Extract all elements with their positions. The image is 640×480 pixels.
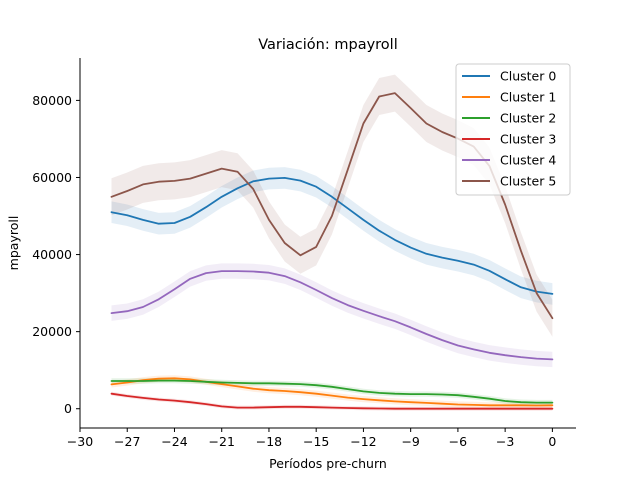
x-tick-label: −15 — [303, 434, 329, 449]
legend: Cluster 0 Cluster 1 Cluster 2 Cluster 3 Clus… — [455, 63, 571, 196]
x-axis-ticks: −30 −27 −24 −21 −18 −15 −12 −9 −6 −3 0 — [67, 428, 556, 449]
x-tick-label: −24 — [161, 434, 187, 449]
legend-label-cluster-4: Cluster 4 — [500, 153, 556, 168]
cluster-5-band — [111, 74, 553, 337]
cluster-1-line — [110, 377, 554, 407]
cluster-3-line — [110, 392, 554, 410]
legend-label-cluster-2: Cluster 2 — [500, 111, 556, 126]
chart-title: Variación: mpayroll — [258, 37, 397, 53]
legend-label-cluster-5: Cluster 5 — [500, 174, 556, 189]
cluster-0-band — [111, 167, 553, 305]
cluster-0-line — [110, 176, 554, 295]
x-tick-label: −27 — [114, 434, 140, 449]
x-axis-label: Períodos pre-churn — [269, 456, 387, 471]
y-tick-label: 0 — [64, 401, 72, 416]
series-lines — [110, 92, 554, 410]
y-tick-label: 80000 — [32, 93, 72, 108]
x-tick-label: −6 — [449, 434, 467, 449]
x-tick-label: −3 — [496, 434, 514, 449]
cluster-2-line — [110, 379, 554, 404]
y-tick-label: 20000 — [32, 324, 72, 339]
legend-label-cluster-3: Cluster 3 — [500, 132, 556, 147]
y-axis-label: mpayroll — [6, 216, 21, 271]
y-axis-ticks: 0 20000 40000 60000 80000 — [32, 93, 80, 416]
x-tick-label: −12 — [350, 434, 376, 449]
x-tick-label: −9 — [401, 434, 419, 449]
x-tick-label: −21 — [209, 434, 235, 449]
legend-label-cluster-0: Cluster 0 — [500, 69, 556, 84]
x-tick-label: −18 — [256, 434, 282, 449]
legend-label-cluster-1: Cluster 1 — [500, 90, 556, 105]
y-tick-label: 60000 — [32, 170, 72, 185]
x-tick-label: 0 — [548, 434, 556, 449]
cluster-4-line — [110, 270, 554, 361]
cluster-4-band — [111, 263, 553, 368]
x-tick-label: −30 — [67, 434, 93, 449]
y-tick-label: 40000 — [32, 247, 72, 262]
